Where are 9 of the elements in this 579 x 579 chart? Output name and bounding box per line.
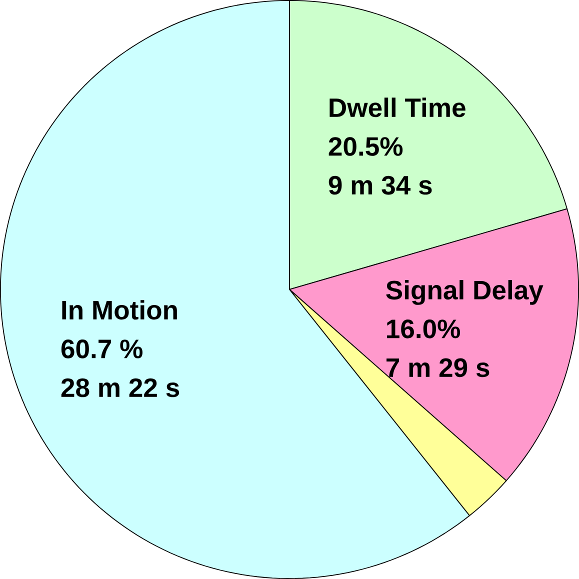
data-label: 60.7 % (61, 340, 142, 358)
text: 28 m 22 s (61, 378, 180, 398)
data-label: 16.0% (387, 320, 460, 338)
slice-label: In Motion (62, 300, 177, 320)
slice-label: Dwell Time (330, 98, 466, 118)
text: 7 m 29 s (386, 358, 490, 378)
slice-label: Signal Delay (386, 280, 544, 305)
data-label: 20.5% (328, 137, 403, 156)
text: 9 m 34 s (328, 176, 432, 195)
